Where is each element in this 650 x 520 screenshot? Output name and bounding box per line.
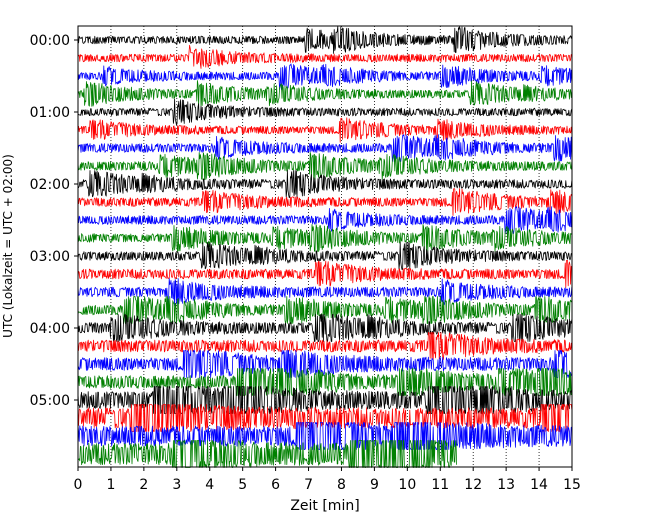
plot-frame <box>77 25 573 468</box>
x-tick-label: 0 <box>74 477 83 493</box>
x-axis: 0 1 2 3 4 5 6 7 8 9 10 11 12 13 14 15 <box>74 467 581 493</box>
x-tick-label: 8 <box>337 477 346 493</box>
y-tick-label: 04:00 <box>30 321 70 337</box>
y-tick-label: 00:00 <box>30 33 70 49</box>
seismogram-trace <box>77 206 573 234</box>
x-tick-label: 3 <box>172 477 181 493</box>
seismogram-trace <box>77 152 573 180</box>
seismogram-trace <box>77 242 572 270</box>
x-tick-label: 10 <box>398 477 416 493</box>
seismogram-trace <box>77 44 573 69</box>
y-tick-label: 02:00 <box>30 177 70 193</box>
seismogram-trace <box>77 170 573 198</box>
seismogram-trace <box>77 26 573 54</box>
x-tick-label: 15 <box>563 477 581 493</box>
seismogram-trace <box>77 440 457 468</box>
seismogram-trace <box>77 224 573 252</box>
trace-group <box>77 26 573 468</box>
x-tick-label: 6 <box>271 477 280 493</box>
x-tick-label: 2 <box>139 477 148 493</box>
x-tick-label: 5 <box>238 477 247 493</box>
x-tick-label: 11 <box>431 477 449 493</box>
seismogram-trace <box>77 63 573 90</box>
x-tick-label: 14 <box>530 477 548 493</box>
seismogram-trace <box>77 117 573 143</box>
seismogram-trace <box>77 80 573 107</box>
x-tick-label: 12 <box>464 477 482 493</box>
seismogram-trace <box>77 422 573 450</box>
x-tick-label: 13 <box>497 477 515 493</box>
seismogram-trace <box>77 188 573 216</box>
y-axis: 00:00 01:00 02:00 03:00 04:00 05:00 <box>30 33 78 409</box>
seismogram-trace <box>77 278 573 306</box>
seismogram-trace <box>77 260 573 288</box>
x-tick-label: 7 <box>304 477 313 493</box>
y-axis-label: UTC (Lokalzeit = UTC + 02:00) <box>1 154 15 338</box>
seismogram-trace <box>77 404 573 432</box>
seismogram-trace <box>77 350 573 378</box>
x-tick-label: 4 <box>205 477 214 493</box>
seismogram-trace <box>77 368 573 396</box>
y-tick-label: 05:00 <box>30 393 70 409</box>
seismogram-trace <box>77 296 573 324</box>
seismogram-trace <box>77 98 573 126</box>
seismogram-trace <box>77 134 573 162</box>
seismogram-trace <box>77 314 573 342</box>
x-axis-label: Zeit [min] <box>290 498 359 514</box>
x-tick-label: 9 <box>370 477 379 493</box>
seismogram-trace <box>77 332 573 360</box>
x-tick-label: 1 <box>106 477 115 493</box>
y-tick-label: 01:00 <box>30 105 70 121</box>
y-tick-label: 03:00 <box>30 249 70 265</box>
